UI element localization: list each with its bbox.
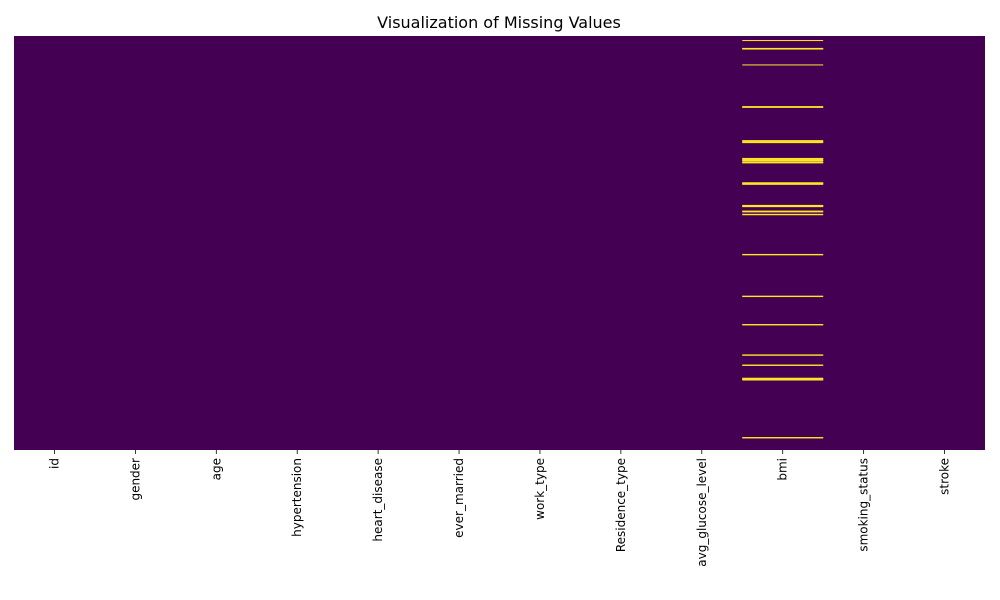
missing-cell [742,379,824,381]
x-tick-label-work_type: work_type [533,458,547,520]
x-axis: id gender age hypertension heart_disease ever… [47,450,952,567]
missing-cell [742,437,824,439]
missing-cell [742,48,824,50]
x-tick-label-hypertension: hypertension [290,458,304,537]
missing-cell [742,140,824,142]
missing-cell [742,354,824,356]
heatmap-column-bmi [742,40,824,439]
missing-cell [742,296,824,298]
chart-title: Visualization of Missing Values [377,13,621,32]
missing-cell [742,106,824,108]
x-tick-label-heart_disease: heart_disease [371,458,385,542]
x-tick-label-stroke: stroke [938,458,952,495]
missing-cell [742,160,824,162]
missing-cell [742,211,824,213]
missing-cell [742,183,824,185]
missing-cell [742,254,824,256]
missing-cell [742,162,824,164]
missing-cell [742,378,824,380]
missing-cell [742,40,824,42]
missing-cell [742,214,824,216]
x-tick-label-ever_married: ever_married [452,458,466,538]
heatmap-plot-area [14,36,985,450]
missing-cell [742,158,824,160]
heatmap-background [14,36,985,450]
x-tick-label-id: id [47,458,61,469]
missing-cell [742,364,824,366]
x-tick-label-Residence_type: Residence_type [614,458,628,552]
missing-cell [742,324,824,326]
x-tick-label-age: age [209,458,223,480]
x-tick-label-gender: gender [128,458,142,501]
missing-cell [742,64,824,66]
x-tick-label-avg_glucose_level: avg_glucose_level [695,458,709,567]
x-tick-label-bmi: bmi [776,458,790,481]
x-tick-label-smoking_status: smoking_status [857,458,871,552]
missing-cell [742,142,824,144]
missing-cell [742,206,824,208]
